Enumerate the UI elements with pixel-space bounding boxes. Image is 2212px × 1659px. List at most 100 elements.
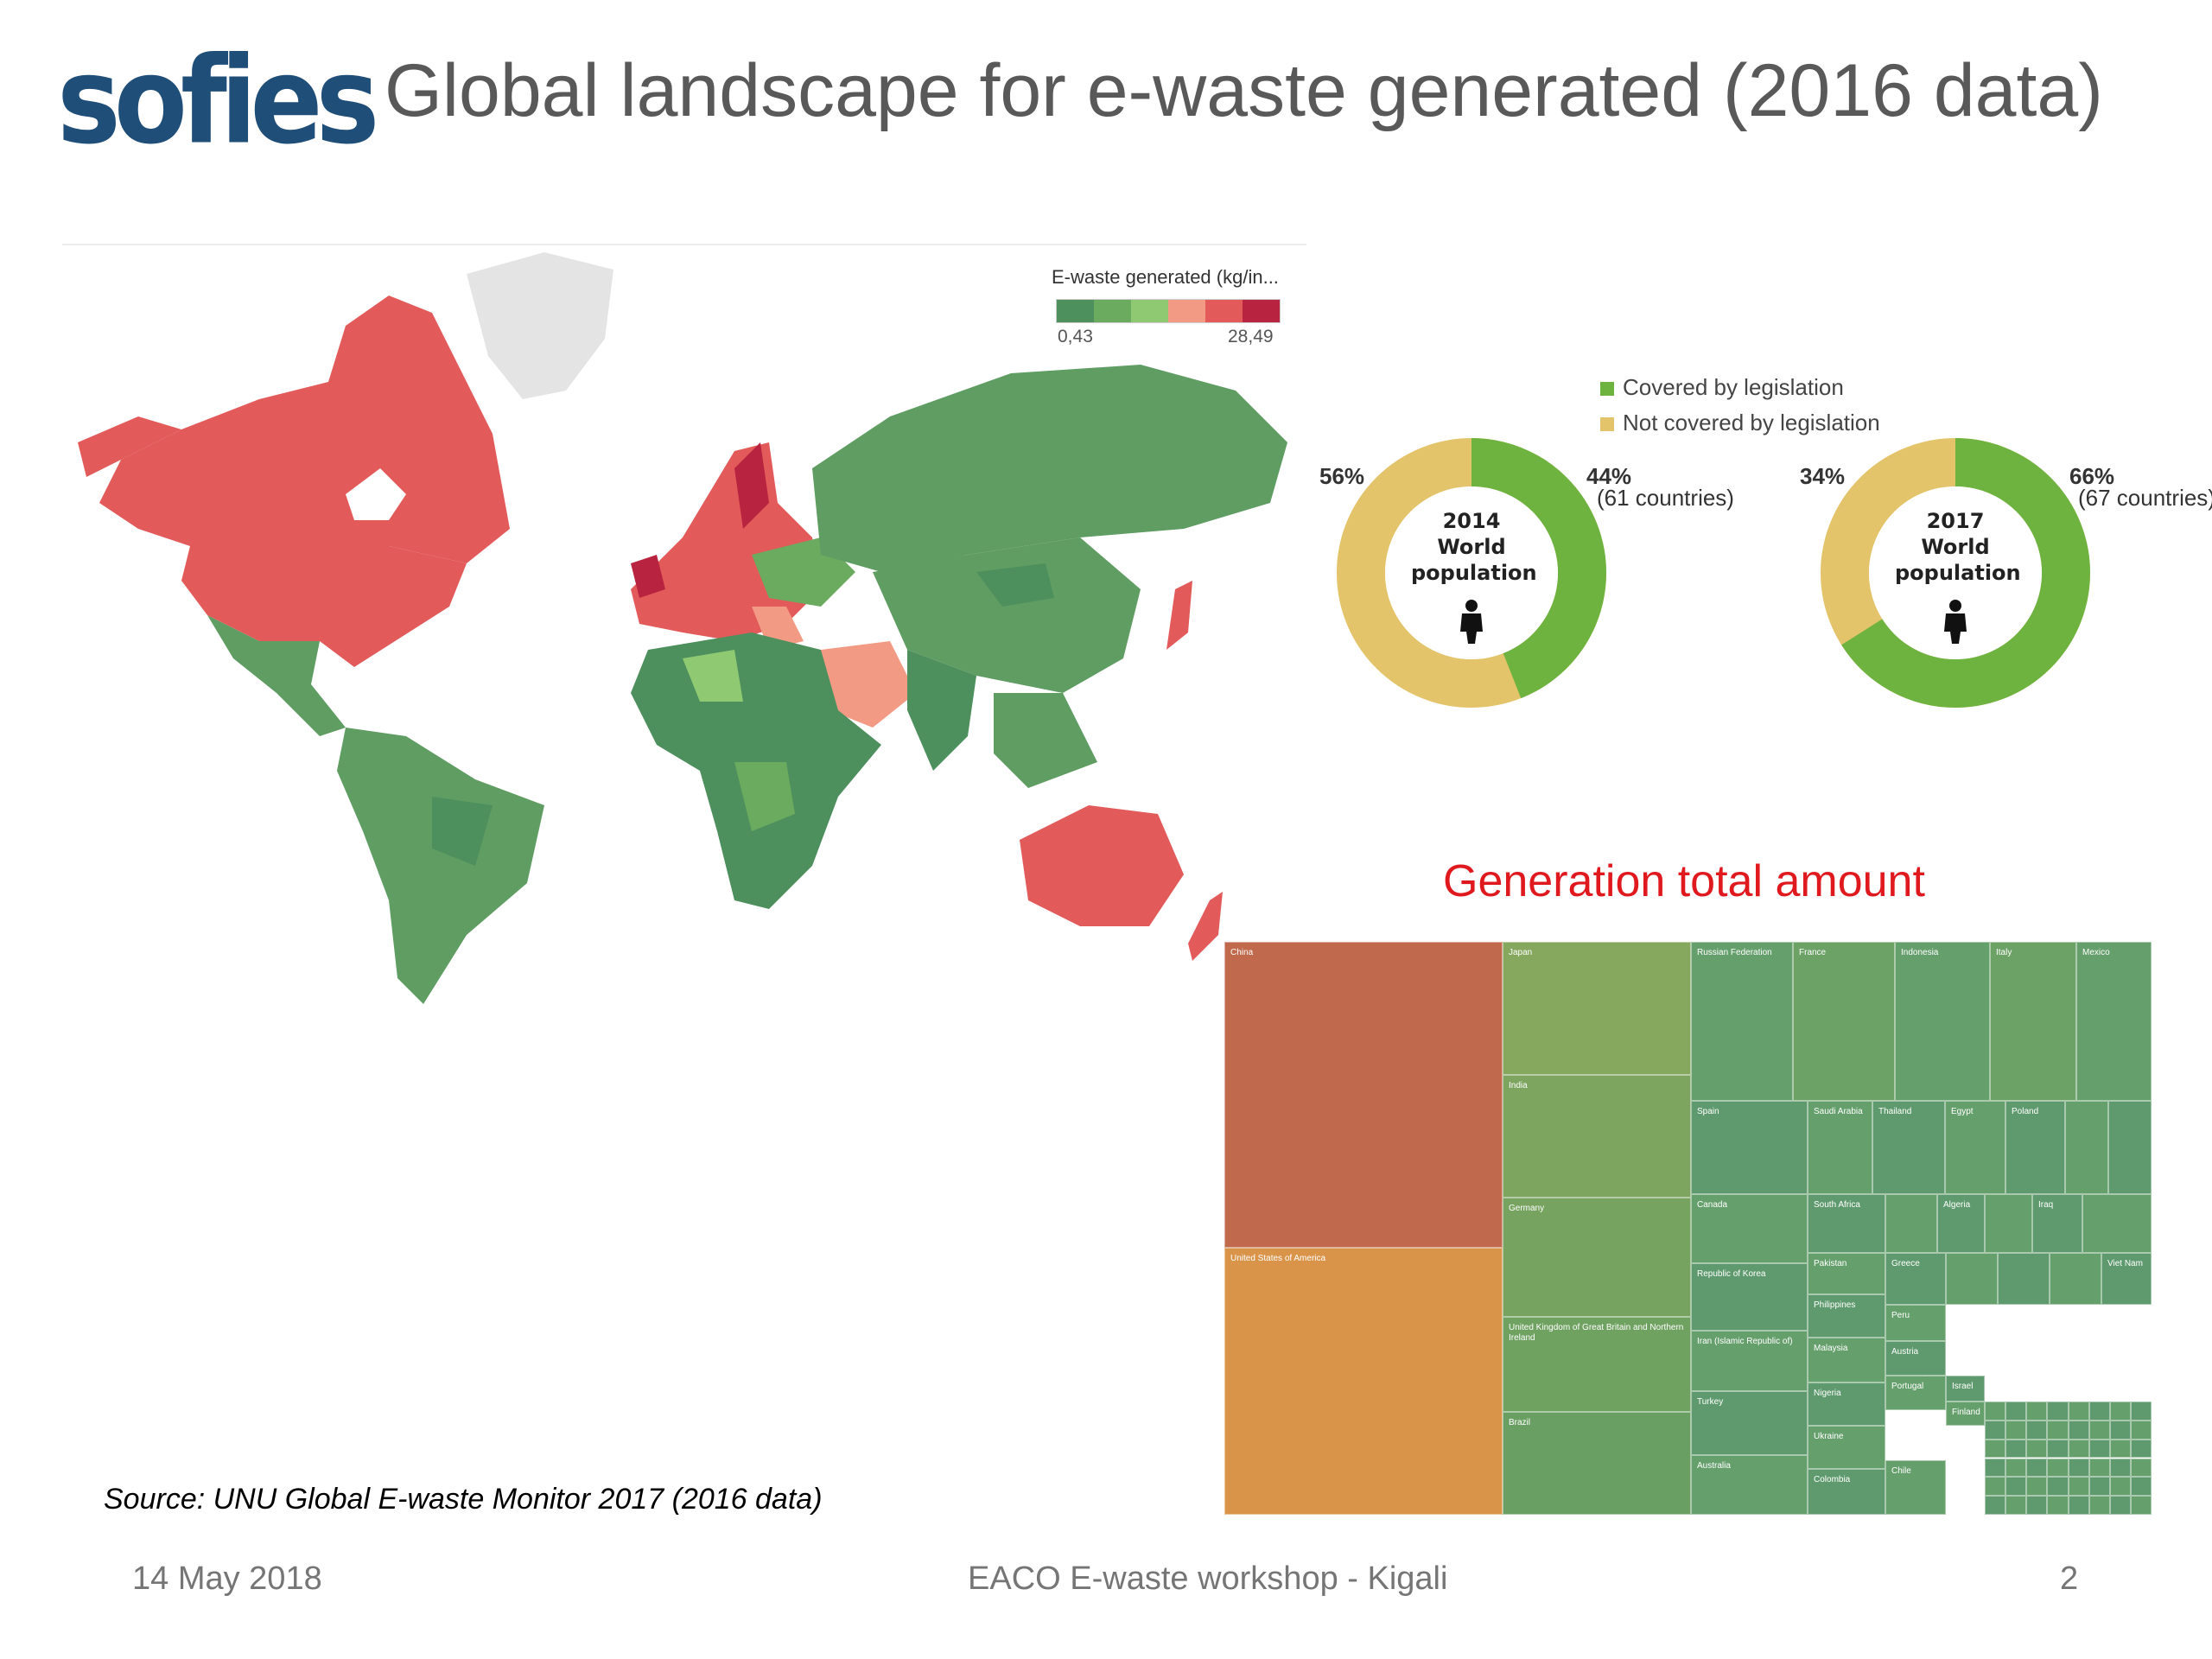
treemap-tile-label: Saudi Arabia: [1814, 1107, 1863, 1116]
legend-covered: Covered by legislation: [1600, 374, 1844, 401]
treemap-tile-spain: Spain: [1691, 1101, 1808, 1194]
treemap-tile-label: United Kingdom of Great Britain and Nort…: [1509, 1323, 1684, 1343]
treemap-tile-small: [2005, 1477, 2027, 1497]
donut-2017-label: 2017 World population: [1895, 508, 2021, 586]
treemap-tile-saudi-arabia: Saudi Arabia: [1808, 1101, 1872, 1194]
legend-covered-swatch: [1600, 382, 1614, 397]
treemap-tile-label: Canada: [1697, 1200, 1728, 1210]
treemap-tile-small: [1985, 1439, 2006, 1459]
treemap-tile-egypt: Egypt: [1945, 1101, 2005, 1194]
treemap-tile-nigeria: Nigeria: [1808, 1382, 1885, 1426]
treemap-tile: [2082, 1194, 2152, 1253]
treemap-tile-south-africa: South Africa: [1808, 1194, 1885, 1253]
world-choropleth-map: [78, 252, 1287, 1004]
treemap-tile-small: [1985, 1477, 2006, 1497]
treemap-tile-japan: Japan: [1503, 942, 1691, 1075]
footer-date: 14 May 2018: [132, 1560, 322, 1597]
treemap-tile-small: [2026, 1420, 2048, 1440]
treemap-tile-label: Colombia: [1814, 1475, 1851, 1484]
treemap-tile-small: [2130, 1439, 2152, 1459]
treemap-tile-small: [2068, 1496, 2089, 1515]
legend-color-step: [1131, 300, 1169, 322]
treemap-tile-china: China: [1224, 942, 1503, 1248]
treemap-tile-label: Indonesia: [1901, 948, 1939, 957]
donut-2017-year: 2017: [1926, 509, 1985, 533]
treemap-tile-small: [1985, 1496, 2006, 1515]
treemap-tile: [2050, 1253, 2101, 1305]
treemap-tile-small: [2109, 1458, 2131, 1478]
treemap-tile-viet-nam: Viet Nam: [2101, 1253, 2152, 1305]
treemap-tile-portugal: Portugal: [1885, 1376, 1946, 1410]
map-legend-max: 28,49: [1228, 327, 1274, 346]
treemap-tile-united-states-of-america: United States of America: [1224, 1248, 1503, 1515]
treemap-tile: [1885, 1194, 1937, 1253]
slide-title: Global landscape for e-waste generated (…: [385, 49, 2103, 132]
donut-2014-covered-countries: (61 countries): [1597, 485, 1734, 511]
source-note: Source: UNU Global E-waste Monitor 2017 …: [104, 1483, 823, 1516]
treemap-tile-small: [2026, 1477, 2048, 1497]
treemap-tile-small: [2005, 1439, 2027, 1459]
treemap-tile-label: Germany: [1509, 1204, 1545, 1213]
treemap-tile-small: [2026, 1458, 2048, 1478]
legend-color-step: [1243, 300, 1280, 322]
treemap-tile-small: [2047, 1402, 2069, 1421]
treemap-tile-label: South Africa: [1814, 1200, 1860, 1210]
treemap-tile-indonesia: Indonesia: [1895, 942, 1990, 1101]
donut-2017-not-covered-pct: 34%: [1800, 463, 1846, 489]
treemap-tile-small: [2026, 1402, 2048, 1421]
treemap: China United States of America Japan India G…: [1224, 942, 2152, 1515]
map-legend-title: E-waste generated (kg/in...: [1052, 266, 1279, 288]
treemap-tile-small: [2088, 1496, 2110, 1515]
treemap-tile-iraq: Iraq: [2032, 1194, 2082, 1253]
donut-2014-year: 2014: [1442, 509, 1501, 533]
treemap-tile-label: Brazil: [1509, 1418, 1531, 1427]
treemap-tile-label: China: [1230, 948, 1254, 957]
treemap-tile-label: Israel: [1952, 1382, 1974, 1391]
legend-covered-label: Covered by legislation: [1623, 374, 1844, 400]
treemap-tile-canada: Canada: [1691, 1194, 1808, 1263]
donut-2014-covered-pct: 44%: [1586, 463, 1632, 489]
treemap-tile-small: [2130, 1496, 2152, 1515]
footer-event: EACO E-waste workshop - Kigali: [968, 1560, 1448, 1597]
treemap-tile-label: Algeria: [1943, 1200, 1971, 1210]
treemap-tile-chile: Chile: [1885, 1460, 1946, 1515]
treemap-tile-label: Pakistan: [1814, 1259, 1847, 1268]
treemap-tile-label: Japan: [1509, 948, 1533, 957]
treemap-tile-germany: Germany: [1503, 1198, 1691, 1317]
treemap-tile-label: Chile: [1891, 1466, 1911, 1476]
treemap-tile-ukraine: Ukraine: [1808, 1426, 1885, 1469]
treemap-tile-brazil: Brazil: [1503, 1412, 1691, 1515]
footer-page-number: 2: [2060, 1560, 2079, 1597]
treemap-tile-small: [2088, 1458, 2110, 1478]
treemap-tile-label: Greece: [1891, 1259, 1920, 1268]
treemap-tile-label: United States of America: [1230, 1254, 1326, 1263]
treemap-tile-small: [2005, 1458, 2027, 1478]
treemap-title: Generation total amount: [1443, 856, 1925, 906]
treemap-tile-label: Ukraine: [1814, 1432, 1844, 1441]
treemap-tile-italy: Italy: [1990, 942, 2076, 1101]
treemap-tile-small: [2130, 1477, 2152, 1497]
treemap-tile-poland: Poland: [2005, 1101, 2065, 1194]
donut-2017-covered-pct: 66%: [2069, 463, 2115, 489]
legend-color-step: [1205, 300, 1243, 322]
treemap-tile-label: Iraq: [2038, 1200, 2054, 1210]
donut-2017-covered-countries: (67 countries): [2078, 485, 2212, 511]
treemap-tile-small: [2005, 1402, 2027, 1421]
treemap-tile-colombia: Colombia: [1808, 1469, 1885, 1515]
sofies-logo: sofies: [57, 31, 379, 172]
treemap-tile-label: France: [1799, 948, 1827, 957]
treemap-tile-australia: Australia: [1691, 1455, 1808, 1515]
treemap-tile-thailand: Thailand: [1872, 1101, 1945, 1194]
treemap-tile-label: Egypt: [1951, 1107, 1974, 1116]
treemap-tile-label: Austria: [1891, 1347, 1919, 1357]
treemap-tile-small: [2047, 1420, 2069, 1440]
treemap-tile-label: Iran (Islamic Republic of): [1697, 1337, 1793, 1346]
treemap-tile-label: Australia: [1697, 1461, 1731, 1471]
treemap-tile-small: [2130, 1420, 2152, 1440]
legend-color-step: [1094, 300, 1132, 322]
treemap-tile-mexico: Mexico: [2076, 942, 2152, 1101]
treemap-tile-algeria: Algeria: [1937, 1194, 1985, 1253]
treemap-tile-small: [2026, 1496, 2048, 1515]
treemap-tile: [1946, 1253, 1998, 1305]
treemap-tile-label: Spain: [1697, 1107, 1719, 1116]
